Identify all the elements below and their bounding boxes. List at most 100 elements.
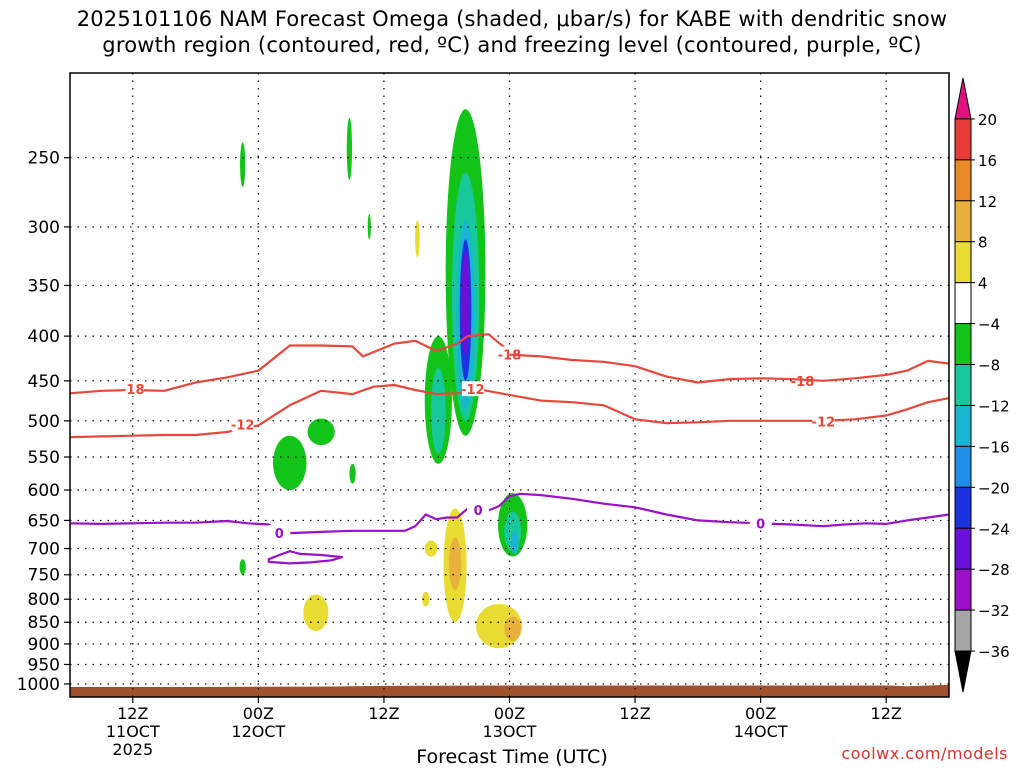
colorbar-box-7 xyxy=(954,364,972,406)
x-tick-label-66-0: 00Z xyxy=(745,704,776,723)
colorbar-cap-bottom xyxy=(954,650,972,693)
contour-label-0-2: -18 xyxy=(791,375,815,390)
credit-text: coolwx.com/models xyxy=(841,744,1008,763)
omega-shade-6 xyxy=(431,367,446,454)
contour-label-0-1: -18 xyxy=(498,349,522,364)
omega-shade-14 xyxy=(367,214,371,240)
x-tick-label-18-0: 00Z xyxy=(243,704,274,723)
chart-title-line2: growth region (contoured, red, ºC) and f… xyxy=(102,33,922,57)
colorbar-label--24: −24 xyxy=(978,520,1010,538)
colorbar-label-4: 4 xyxy=(978,275,988,293)
contour-label-bg-3-2 xyxy=(749,515,772,531)
colorbar-label--32: −32 xyxy=(978,602,1010,620)
colorbar-box-6 xyxy=(954,323,972,366)
omega-shade-20 xyxy=(504,616,522,641)
plot-frame xyxy=(69,72,950,698)
y-tick-label-450: 450 xyxy=(28,372,60,392)
x-tick-label-66-1: 14OCT xyxy=(734,722,788,741)
contour-label-0-0: -18 xyxy=(121,383,145,398)
y-tick-label-700: 700 xyxy=(28,540,60,560)
colorbar-label--16: −16 xyxy=(978,438,1010,456)
omega-shade-21 xyxy=(303,594,329,632)
colorbar-box-2 xyxy=(954,159,972,202)
y-tick-label-550: 550 xyxy=(28,448,60,468)
colorbar-box-4 xyxy=(954,241,972,284)
colorbar-label--20: −20 xyxy=(978,479,1010,497)
omega-shade-15 xyxy=(239,559,246,575)
y-tick-label-400: 400 xyxy=(28,327,60,347)
omega-shade-11 xyxy=(307,418,335,446)
x-axis-title: Forecast Time (UTC) xyxy=(416,746,608,768)
y-tick-label-800: 800 xyxy=(28,590,60,610)
x-tick-label-6-2: 2025 xyxy=(112,740,153,759)
x-tick-label-6-1: 11OCT xyxy=(106,722,160,741)
colorbar-box-1 xyxy=(954,118,972,161)
omega-shade-16 xyxy=(349,463,356,484)
x-tick-label-30-0: 12Z xyxy=(368,704,399,723)
contour-label-bg-3-1 xyxy=(467,501,490,517)
y-tick-label-750: 750 xyxy=(28,566,60,586)
contour-label-bg-2-2 xyxy=(812,413,835,429)
contour-label-2-0: -12 xyxy=(231,419,255,434)
contour-line-0 xyxy=(70,333,506,395)
x-tick-label-42-1: 13OCT xyxy=(483,722,537,741)
colorbar-box-3 xyxy=(954,200,972,243)
chart-title-line1: 2025101106 NAM Forecast Omega (shaded, μ… xyxy=(76,7,948,31)
y-tick-label-850: 850 xyxy=(28,613,60,633)
y-tick-label-350: 350 xyxy=(28,276,60,296)
contour-line-4 xyxy=(267,550,344,565)
colorbar-box-13 xyxy=(954,609,972,652)
colorbar-label--8: −8 xyxy=(978,357,1000,375)
chart-title: 2025101106 NAM Forecast Omega (shaded, μ… xyxy=(0,6,1024,58)
omega-shade-10 xyxy=(273,435,307,491)
omega-shade-4 xyxy=(461,251,470,355)
contour-label-2-2: -12 xyxy=(812,416,836,431)
contour-label-bg-2-0 xyxy=(231,416,254,432)
colorbar-label-16: 16 xyxy=(978,152,997,170)
colorbar-box-12 xyxy=(954,568,972,611)
omega-shade-13 xyxy=(346,117,353,180)
y-tick-label-250: 250 xyxy=(28,149,60,169)
y-tick-label-300: 300 xyxy=(28,218,60,238)
contour-label-2-1: -12 xyxy=(461,383,485,398)
colorbar-cap-top xyxy=(954,77,972,120)
colorbar-label--36: −36 xyxy=(978,643,1010,661)
x-tick-label-6-0: 12Z xyxy=(117,704,148,723)
x-tick-label-18-1: 12OCT xyxy=(231,722,285,741)
colorbar-box-9 xyxy=(954,445,972,488)
colorbar-label--4: −4 xyxy=(978,316,1000,334)
colorbar-label-20: 20 xyxy=(978,111,997,129)
colorbar-box-10 xyxy=(954,486,972,529)
colorbar-label-12: 12 xyxy=(978,193,997,211)
colorbar-box-11 xyxy=(954,527,972,570)
omega-shade-23 xyxy=(415,220,420,258)
omega-shade-18 xyxy=(448,537,462,590)
contour-label-bg-3-0 xyxy=(268,525,291,541)
y-tick-label-500: 500 xyxy=(28,412,60,432)
x-tick-label-54-0: 12Z xyxy=(619,704,650,723)
omega-shade-12 xyxy=(240,142,246,187)
colorbar-box-5 xyxy=(954,282,972,325)
contour-label-bg-2-1 xyxy=(461,381,484,397)
contour-label-3-0: 0 xyxy=(275,527,284,542)
x-tick-label-78-0: 12Z xyxy=(871,704,902,723)
colorbar-label-8: 8 xyxy=(978,234,988,252)
colorbar-label--28: −28 xyxy=(978,561,1010,579)
contour-label-3-1: 0 xyxy=(474,504,483,519)
y-tick-label-650: 650 xyxy=(28,511,60,531)
x-tick-label-42-0: 00Z xyxy=(494,704,525,723)
plot-area: -18 -18 -18 -12 -12 -12 0 0 0 xyxy=(70,73,949,697)
y-tick-label-950: 950 xyxy=(28,655,60,675)
omega-shade-9 xyxy=(510,531,519,554)
y-tick-label-600: 600 xyxy=(28,481,60,501)
contour-label-3-2: 0 xyxy=(756,517,765,532)
y-tick-label-900: 900 xyxy=(28,635,60,655)
contour-line-1 xyxy=(509,353,949,384)
contour-label-bg-0-1 xyxy=(498,346,521,362)
omega-shade-24 xyxy=(422,592,430,607)
y-tick-label-1000: 1000 xyxy=(17,675,60,695)
terrain-surface xyxy=(70,684,949,697)
contour-label-bg-0-0 xyxy=(121,381,144,397)
colorbar-box-8 xyxy=(954,404,972,447)
